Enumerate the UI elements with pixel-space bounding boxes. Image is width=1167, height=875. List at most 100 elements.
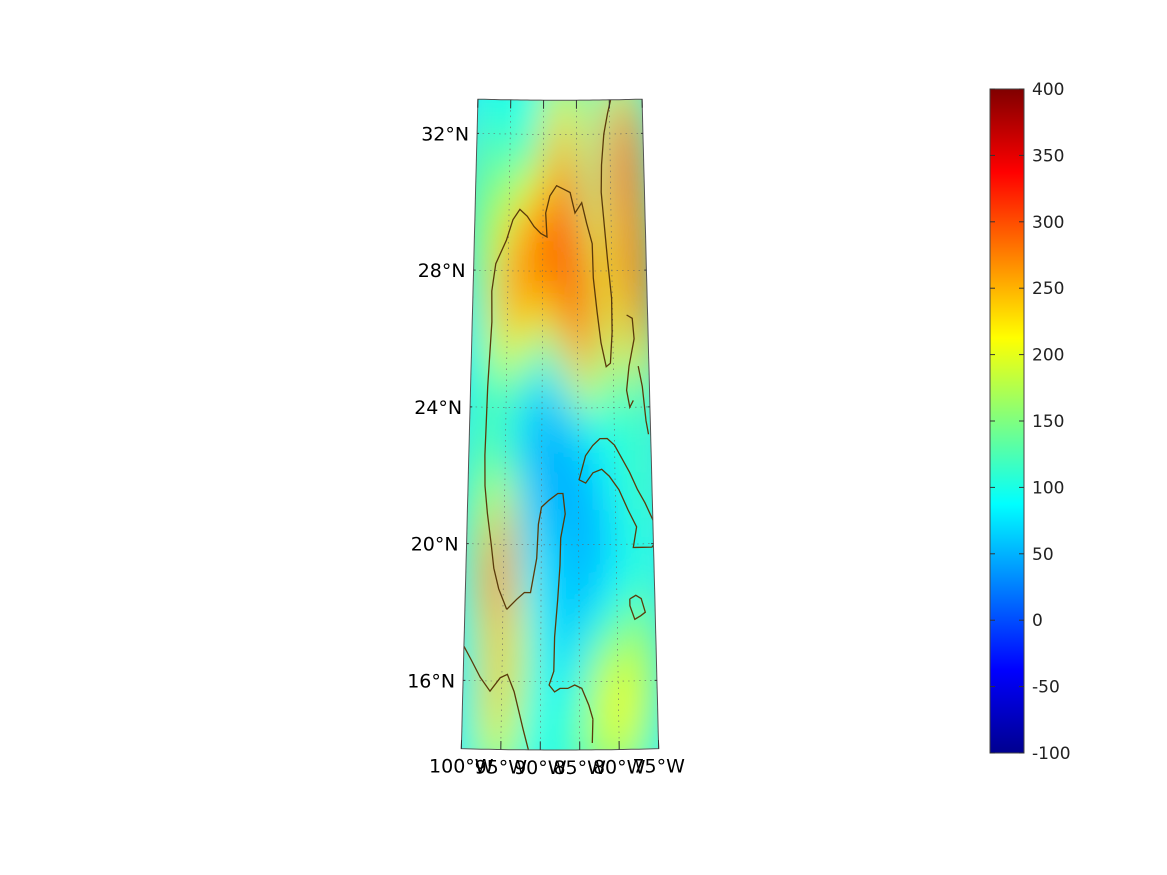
field-cell [571,681,580,716]
field-cell [541,442,550,477]
field-cell [629,441,637,476]
field-cell [483,407,492,442]
field-cell [628,99,637,134]
field-cell [619,304,627,340]
field-cell [610,202,619,237]
field-cell [461,714,463,749]
field-cell [502,578,511,613]
field-cell [584,373,593,408]
field-cell [570,339,578,374]
colorbar-ticks [990,88,1024,754]
field-cell [609,612,618,648]
field-cell [618,681,627,716]
field-cell [516,99,524,135]
field-cell [471,612,480,647]
field-cell [509,168,517,203]
field-cell [556,373,564,408]
field-cell [624,612,633,647]
field-cell [492,338,500,374]
field-cell [571,715,580,750]
field-cell [540,647,549,682]
field-cell [637,475,646,510]
field-cell [570,271,578,306]
field-cell [585,407,593,443]
field-cell [641,338,650,373]
field-cell [586,613,595,648]
field-cell [641,680,650,715]
field-cell [600,510,609,545]
field-cell [621,99,629,100]
field-cell [563,237,571,272]
field-cell [587,681,596,716]
field-cell [614,407,622,442]
field-cell [513,339,522,374]
field-cell [461,611,465,647]
field-cell [495,578,504,613]
field-cell [525,613,534,648]
field-cell [502,612,511,648]
field-cell [584,339,593,374]
colorbar-labels: 400 350 300 250 200 150 100 50 0 -50 -10… [1032,80,1071,764]
field-cell [617,202,625,237]
field-cell [641,99,649,100]
field-cell [602,681,611,716]
field-cell [571,476,579,511]
field-cell [631,544,640,579]
field-cell [541,579,549,614]
field-cell [489,475,498,511]
coastline [625,314,635,410]
field-cell [600,476,609,511]
field-cell [631,201,639,237]
field-cell [549,134,557,169]
field-cell [556,408,564,443]
field-cell [498,373,507,408]
field-cell [584,271,592,306]
field-cell [657,714,659,749]
field-cell [592,407,600,442]
field-cell [563,510,572,545]
field-cell [462,372,471,407]
field-cell [541,408,550,443]
field-cell [529,202,537,237]
longitude-labels: 100°W95°W90°W85°W80°W75°W [429,756,685,779]
field-cell [532,715,541,750]
field-cell [471,304,480,339]
colorbar-label: 150 [1032,412,1064,432]
meridian-line [576,100,580,750]
field-cell [609,99,617,134]
field-cell [585,442,593,477]
field-cell [608,544,617,579]
field-cell [626,715,635,750]
field-cell [593,476,601,511]
field-cell [499,339,508,374]
field-cell [490,441,499,476]
field-cell [486,646,495,681]
field-cell [535,271,543,306]
field-cell [591,305,599,340]
field-cell [586,544,594,579]
field-cell [534,407,542,443]
field-cell [570,305,578,340]
field-cell [523,100,531,135]
field-cell [650,714,659,749]
field-cell [589,99,597,101]
field-cell [532,681,541,716]
field-cell [497,475,505,511]
field-cell [540,613,549,648]
field-cell [556,647,564,682]
field-cell [549,408,557,443]
field-cell [607,476,616,511]
field-cell [556,681,564,716]
field-cell [461,509,468,544]
field-cell [549,305,557,340]
field-cell [533,544,542,579]
field-cell [480,544,489,579]
field-cell [542,271,550,306]
field-cell [549,442,557,477]
field-cell [602,99,610,100]
field-cell [623,544,632,579]
field-cell [464,577,474,613]
field-cell [510,99,518,135]
field-cell [605,305,613,340]
field-cell [506,373,514,408]
